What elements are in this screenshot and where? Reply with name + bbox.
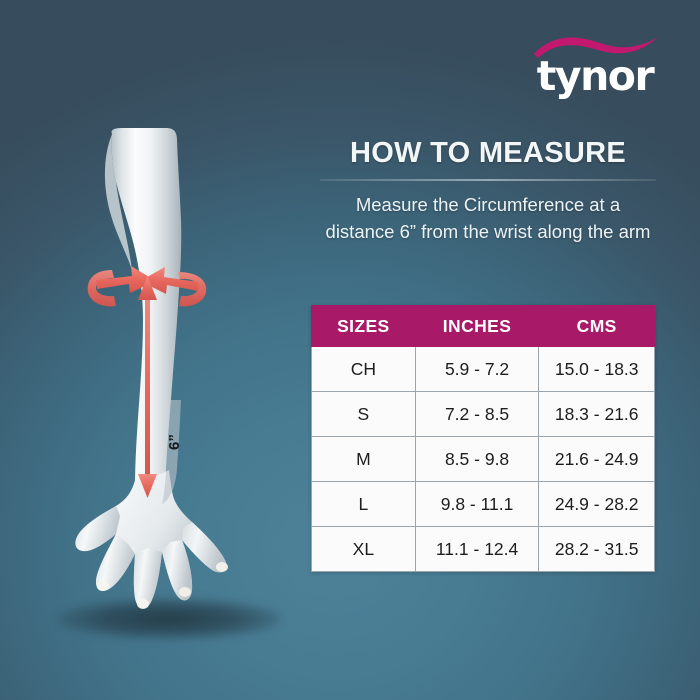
cell-inches: 11.1 - 12.4 <box>414 526 540 572</box>
cell-cms: 15.0 - 18.3 <box>538 346 655 392</box>
table-row: XL 11.1 - 12.4 28.2 - 31.5 <box>311 526 655 572</box>
distance-arrow <box>138 276 157 498</box>
cell-inches: 9.8 - 11.1 <box>414 481 540 527</box>
mannequin-arm-graphic <box>75 128 228 609</box>
heading-block: HOW TO MEASURE Measure the Circumference… <box>292 136 684 245</box>
cell-size: L <box>311 481 416 527</box>
swoosh-icon <box>534 37 658 58</box>
cell-size: CH <box>311 346 416 392</box>
tynor-logo: tynor <box>520 34 670 102</box>
brand-wordmark: tynor <box>536 52 655 100</box>
table-row: CH 5.9 - 7.2 15.0 - 18.3 <box>311 346 655 392</box>
cell-inches: 8.5 - 9.8 <box>414 436 540 482</box>
arm-illustration: 6” <box>40 120 300 640</box>
title-divider <box>320 179 656 181</box>
circumference-arrow <box>87 266 207 307</box>
column-header-cms: CMS <box>538 305 655 347</box>
size-chart-table: SIZES INCHES CMS CH 5.9 - 7.2 15.0 - 18.… <box>311 305 655 572</box>
cell-inches: 7.2 - 8.5 <box>414 391 540 437</box>
table-header-row: SIZES INCHES CMS <box>311 305 655 347</box>
cell-size: S <box>311 391 416 437</box>
cell-size: XL <box>311 526 416 572</box>
cell-cms: 24.9 - 28.2 <box>538 481 655 527</box>
distance-label: 6” <box>166 434 183 450</box>
table-row: M 8.5 - 9.8 21.6 - 24.9 <box>311 436 655 482</box>
cell-inches: 5.9 - 7.2 <box>414 346 540 392</box>
table-row: S 7.2 - 8.5 18.3 - 21.6 <box>311 391 655 437</box>
column-header-inches: INCHES <box>414 305 540 347</box>
page-title: HOW TO MEASURE <box>350 137 626 169</box>
floor-shadow <box>58 598 282 640</box>
cell-cms: 21.6 - 24.9 <box>538 436 655 482</box>
cell-cms: 18.3 - 21.6 <box>538 391 655 437</box>
cell-size: M <box>311 436 416 482</box>
column-header-sizes: SIZES <box>311 305 416 347</box>
cell-cms: 28.2 - 31.5 <box>538 526 655 572</box>
page-subtitle: Measure the Circumference at a distance … <box>325 194 651 242</box>
table-row: L 9.8 - 11.1 24.9 - 28.2 <box>311 481 655 527</box>
